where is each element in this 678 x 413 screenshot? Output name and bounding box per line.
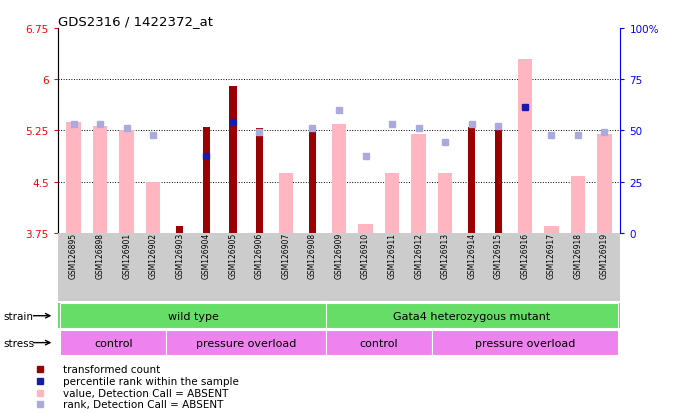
Bar [229,87,237,233]
Bar [385,174,399,233]
Bar [279,174,293,233]
Text: control: control [94,338,133,348]
Bar [412,135,426,233]
Bar [517,59,532,233]
Bar [544,226,559,233]
Text: value, Detection Call = ABSENT: value, Detection Call = ABSENT [63,388,228,398]
Bar [332,125,346,233]
Text: control: control [359,338,398,348]
Text: transformed count: transformed count [63,364,160,374]
Text: percentile rank within the sample: percentile rank within the sample [63,376,239,386]
Text: rank, Detection Call = ABSENT: rank, Detection Call = ABSENT [63,399,223,409]
Bar [119,131,134,233]
Bar [432,330,618,355]
Bar [438,174,452,233]
Bar [308,131,316,233]
Bar [571,177,585,233]
Text: pressure overload: pressure overload [196,338,296,348]
Bar [325,304,618,328]
Bar [358,225,373,233]
Bar [146,182,161,233]
Text: pressure overload: pressure overload [475,338,575,348]
Bar [256,129,263,233]
Text: strain: strain [3,311,33,321]
Text: stress: stress [3,338,35,348]
Bar [66,122,81,233]
Bar [468,128,475,233]
Text: wild type: wild type [167,311,218,321]
Bar [325,330,432,355]
Bar [203,128,210,233]
Bar [60,330,167,355]
Bar [494,128,502,233]
Text: Gata4 heterozygous mutant: Gata4 heterozygous mutant [393,311,551,321]
Bar [167,330,325,355]
Bar [597,135,612,233]
Bar [93,126,107,233]
Text: GDS2316 / 1422372_at: GDS2316 / 1422372_at [58,15,213,28]
Bar [176,226,184,233]
Bar [60,304,325,328]
